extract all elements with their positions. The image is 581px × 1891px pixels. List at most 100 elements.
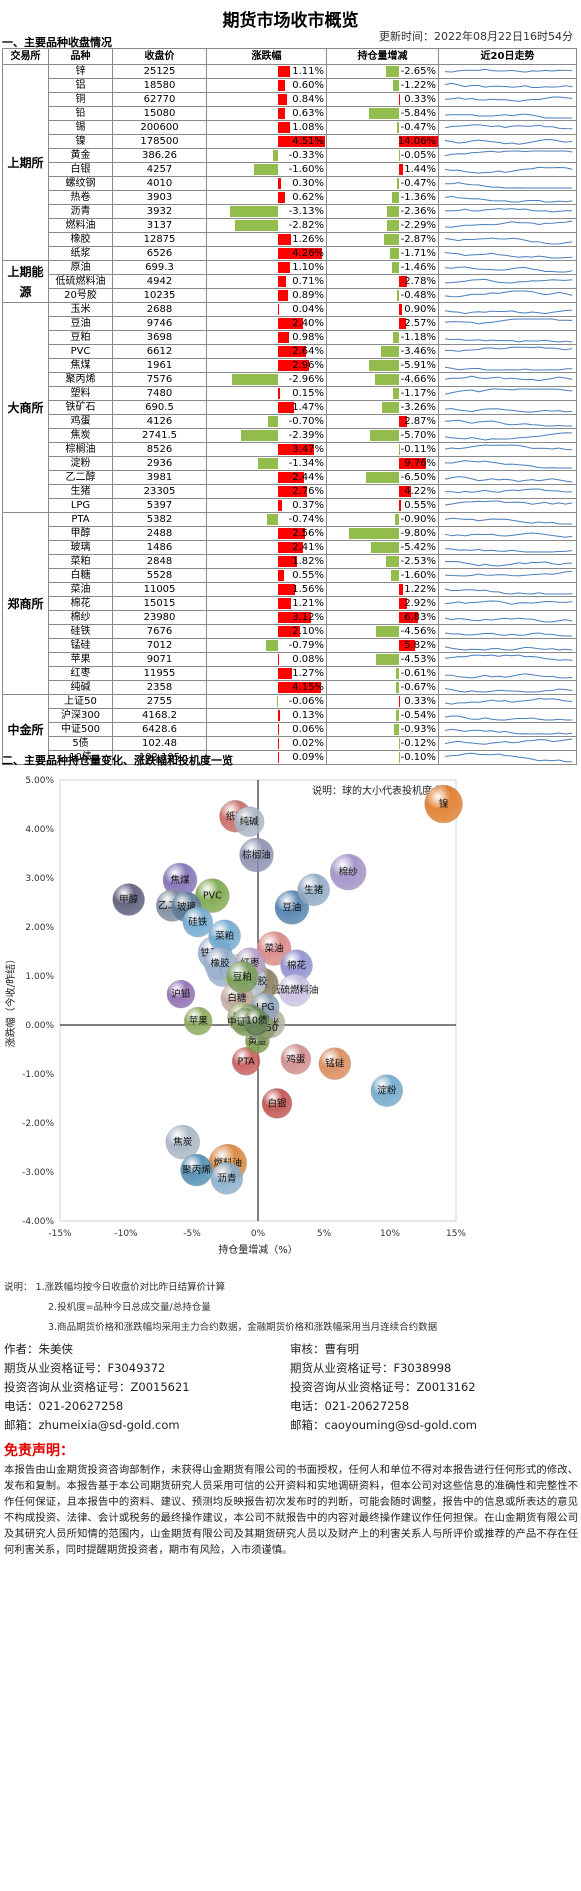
sparkline-line bbox=[444, 96, 573, 102]
sparkline bbox=[444, 318, 573, 325]
change-pct: -1.60% bbox=[206, 162, 327, 177]
oi-change: -2.29% bbox=[326, 218, 439, 233]
oi-change: -1.18% bbox=[326, 330, 439, 345]
sparkline bbox=[444, 375, 573, 382]
change-pct-bar bbox=[278, 500, 283, 511]
oi-change-value: -2.87% bbox=[400, 234, 436, 245]
sparkline bbox=[444, 278, 573, 284]
close-price: 8526 bbox=[112, 442, 207, 457]
sparkline bbox=[444, 182, 573, 189]
change-pct: 4.51% bbox=[206, 134, 327, 149]
sparkline bbox=[444, 444, 573, 451]
change-pct: 2.56% bbox=[206, 526, 327, 541]
product-name: 锌 bbox=[48, 64, 113, 79]
change-pct-value: 0.09% bbox=[292, 752, 324, 763]
table-row: 铜 62770 0.84% 0.33% bbox=[3, 92, 577, 107]
oi-change-bar bbox=[375, 374, 400, 385]
oi-change: -1.22% bbox=[326, 78, 439, 93]
change-pct-bar bbox=[278, 528, 305, 539]
change-pct: -3.13% bbox=[206, 204, 327, 219]
close-price: 699.3 bbox=[112, 260, 207, 275]
bubble-label: 低硫燃料油 bbox=[271, 984, 319, 996]
bubble-label: 镍 bbox=[439, 798, 449, 810]
y-tick-label: 0.00% bbox=[25, 1021, 54, 1031]
close-price: 4942 bbox=[112, 274, 207, 289]
sparkline bbox=[444, 570, 573, 577]
change-pct-value: -0.79% bbox=[288, 640, 324, 651]
sparkline-line bbox=[444, 82, 573, 88]
oi-change-value: -0.54% bbox=[400, 710, 436, 721]
product-name: 原油 bbox=[48, 260, 113, 275]
bubble-point bbox=[330, 853, 367, 891]
bubble-label: 菜粕 bbox=[215, 930, 234, 942]
author-block: 作者：朱美侠 期货从业资格证号：F3049372 投资咨询从业资格证号：Z001… bbox=[4, 1340, 190, 1435]
bubble-label: 鸡蛋 bbox=[286, 1053, 306, 1065]
sparkline-cell bbox=[438, 680, 577, 695]
sparkline bbox=[444, 654, 573, 661]
change-pct-bar bbox=[229, 206, 279, 217]
oi-change: -0.10% bbox=[326, 750, 439, 765]
change-pct: 1.47% bbox=[206, 400, 327, 415]
sparkline bbox=[444, 338, 573, 343]
oi-change: -0.61% bbox=[326, 666, 439, 681]
sparkline-cell bbox=[438, 176, 577, 191]
change-pct-bar bbox=[234, 220, 279, 231]
oi-change: 1.44% bbox=[326, 162, 439, 177]
oi-change: -5.84% bbox=[326, 106, 439, 121]
oi-change-bar bbox=[399, 696, 401, 707]
reviewer-email: 邮箱：caoyouming@sd-gold.com bbox=[290, 1418, 478, 1432]
change-pct-bar bbox=[278, 710, 280, 721]
table-row: 菜油 11005 1.56% 1.22% bbox=[3, 582, 577, 597]
sparkline-line bbox=[444, 600, 573, 605]
product-name: 菜粕 bbox=[48, 554, 113, 569]
reviewer-futures-license: 期货从业资格证号：F3038998 bbox=[290, 1361, 452, 1375]
change-pct: 0.15% bbox=[206, 386, 327, 401]
change-pct: 2.44% bbox=[206, 470, 327, 485]
bubble-point bbox=[226, 960, 259, 994]
sparkline bbox=[444, 150, 573, 157]
sparkline-line bbox=[444, 548, 573, 553]
exchange-cell: 大商所 bbox=[2, 302, 49, 513]
sparkline bbox=[444, 290, 573, 298]
header-open-interest-change: 持仓量增减 bbox=[326, 48, 439, 65]
sparkline-line bbox=[444, 654, 573, 661]
sparkline bbox=[444, 96, 573, 102]
product-name: 燃料油 bbox=[48, 218, 113, 233]
sparkline bbox=[444, 252, 573, 259]
change-pct-bar bbox=[278, 598, 291, 609]
update-time: 更新时间：2022年08月22日16时54分 bbox=[379, 30, 573, 43]
sparkline bbox=[444, 460, 573, 469]
bubble-label: 豆粕 bbox=[233, 971, 252, 983]
change-pct-bar bbox=[278, 626, 301, 637]
oi-change: 2.92% bbox=[326, 596, 439, 611]
sparkline-cell bbox=[438, 456, 577, 471]
oi-change-bar bbox=[399, 318, 407, 329]
change-pct-bar bbox=[278, 444, 315, 455]
product-name: 棉花 bbox=[48, 596, 113, 611]
oi-change-bar bbox=[399, 164, 404, 175]
sparkline-line bbox=[444, 560, 573, 567]
close-price: 7012 bbox=[112, 638, 207, 653]
product-name: 白银 bbox=[48, 162, 113, 177]
close-price: 11005 bbox=[112, 582, 207, 597]
table-row: LPG 5397 0.37% 0.55% bbox=[3, 498, 577, 513]
change-pct-bar bbox=[266, 640, 279, 651]
bubble-label: 焦煤 bbox=[170, 874, 190, 886]
exchange-cell: 中金所 bbox=[2, 694, 49, 765]
bubble-label: 橡胶 bbox=[211, 957, 231, 969]
bubble-point bbox=[256, 931, 292, 966]
sparkline bbox=[444, 688, 573, 693]
table-row: 豆油 9746 2.40% 2.57% bbox=[3, 316, 577, 331]
change-pct-bar bbox=[278, 682, 322, 693]
change-pct-value: 1.27% bbox=[292, 668, 324, 679]
sparkline-cell bbox=[438, 540, 577, 555]
change-pct-value: 3.12% bbox=[292, 612, 324, 623]
y-tick-label: 3.00% bbox=[25, 874, 54, 884]
bubble-point bbox=[210, 1162, 243, 1195]
change-pct: 1.27% bbox=[206, 666, 327, 681]
table-row: 甲醇 2488 2.56% -9.80% bbox=[3, 526, 577, 541]
bubble-label: 棉花 bbox=[287, 960, 307, 972]
change-pct-value: 2.64% bbox=[292, 346, 324, 357]
oi-change-bar bbox=[399, 304, 402, 315]
oi-change: -5.91% bbox=[326, 358, 439, 373]
